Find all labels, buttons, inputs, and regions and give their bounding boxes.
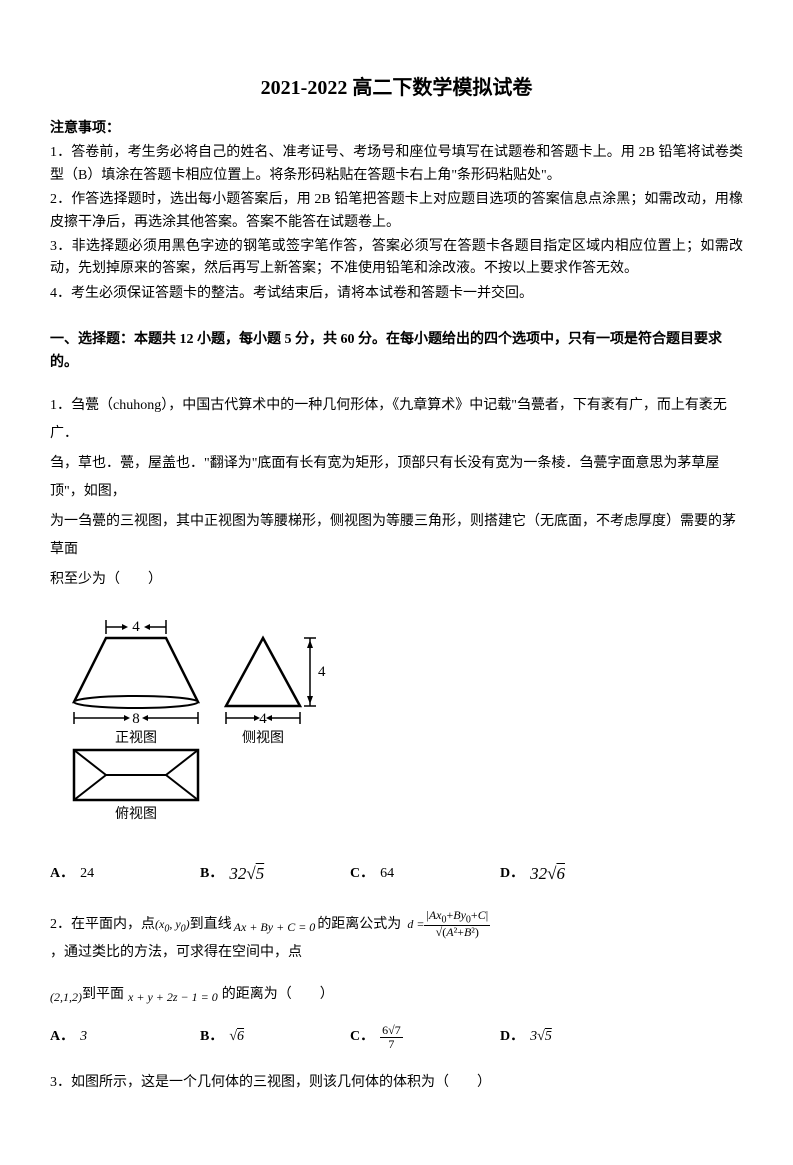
q2-option-a: A．3 (50, 1023, 200, 1051)
top-view-shape: 俯视图 (74, 750, 198, 822)
q2-pre: 2．在平面内，点 (50, 911, 155, 939)
q2-mid5: 的距离为（ ） (222, 981, 334, 1009)
side-height-label: 4 (318, 664, 326, 680)
q2-option-d: D．3√5 (500, 1023, 650, 1051)
note-item-1: 1．答卷前，考生务必将自己的姓名、准考证号、考场号和座位号填写在试题卷和答题卡上… (50, 142, 743, 187)
q1-option-b: B．32√5 (200, 857, 350, 891)
q2-mid2: 的距离公式为 (317, 911, 401, 939)
note-item-2: 2．作答选择题时，选出每小题答案后，用 2B 铅笔把答题卡上对应题目选项的答案信… (50, 189, 743, 234)
side-caption: 侧视图 (242, 730, 284, 746)
front-caption: 正视图 (115, 730, 157, 746)
q2-options: A．3 B．√6 C． 6√7 7 D．3√5 (50, 1023, 743, 1051)
side-bottom-label: 4 (259, 711, 267, 727)
q1-options: A．24 B．32√5 C．64 D．32√6 (50, 857, 743, 891)
q2-opt-a-val: 3 (80, 1023, 87, 1051)
q2-point3d: (2,1,2) (50, 985, 82, 1009)
q1-option-d: D．32√6 (500, 857, 650, 891)
q1-line4: 积至少为（ ） (50, 566, 743, 594)
side-view-shape: 4 4 侧视图 (226, 638, 326, 746)
question-1: 1．刍甍（chuhong），中国古代算术中的一种几何形体，《九章算术》中记载"刍… (50, 392, 743, 891)
q2-option-b: B．√6 (200, 1023, 350, 1051)
q1-line1: 1．刍甍（chuhong），中国古代算术中的一种几何形体，《九章算术》中记载"刍… (50, 392, 743, 448)
notes-header: 注意事项： (50, 118, 743, 140)
front-bottom-label: 8 (132, 711, 140, 727)
q2-line-eq: Ax + By + C = 0 (234, 915, 316, 939)
page-title: 2021-2022 高二下数学模拟试卷 (50, 72, 743, 104)
q1-line3: 为一刍甍的三视图，其中正视图为等腰梯形，侧视图为等腰三角形，则搭建它（无底面，不… (50, 508, 743, 564)
front-top-label: 4 (132, 619, 140, 635)
top-caption: 俯视图 (115, 806, 157, 822)
q2-opt-c-frac: 6√7 7 (380, 1024, 403, 1051)
q2-mid1: 到直线 (190, 911, 232, 939)
question-3: 3．如图所示，这是一个几何体的三视图，则该几何体的体积为（ ） (50, 1069, 743, 1097)
q1-diagram: 4 8 正视图 (68, 612, 743, 833)
q1-line2: 刍，草也．甍，屋盖也．"翻译为"底面有长有宽为矩形，顶部只有长没有宽为一条棱．刍… (50, 450, 743, 506)
q2-point2d: (x0, y0) (155, 912, 190, 939)
note-item-3: 3．非选择题必须用黑色字迹的钢笔或签字笔作答，答案必须写在答题卡各题目指定区域内… (50, 236, 743, 281)
q2-mid4: 到平面 (82, 981, 124, 1009)
note-item-4: 4．考生必须保证答题卡的整洁。考试结束后，请将本试卷和答题卡一并交回。 (50, 283, 743, 305)
front-view-shape: 4 8 正视图 (74, 619, 198, 746)
q1-option-a: A．24 (50, 857, 200, 891)
q2-option-c: C． 6√7 7 (350, 1023, 500, 1051)
q1-option-c: C．64 (350, 857, 500, 891)
q1-opt-c-val: 64 (380, 860, 394, 888)
q1-opt-a-val: 24 (80, 860, 94, 888)
section1-intro: 一、选择题：本题共 12 小题，每小题 5 分，共 60 分。在每小题给出的四个… (50, 329, 743, 374)
q2-mid3: ，通过类比的方法，可求得在空间中，点 (50, 939, 302, 967)
notes-block: 注意事项： 1．答卷前，考生务必将自己的姓名、准考证号、考场号和座位号填写在试题… (50, 118, 743, 305)
q2-formula: |Ax0+By0+C| √(A²+B²) (424, 909, 490, 940)
q2-plane-eq: x + y + 2z − 1 = 0 (128, 985, 218, 1009)
q3-text: 3．如图所示，这是一个几何体的三视图，则该几何体的体积为（ ） (50, 1069, 743, 1097)
question-2: 2．在平面内，点 (x0, y0) 到直线 Ax + By + C = 0 的距… (50, 909, 743, 1052)
